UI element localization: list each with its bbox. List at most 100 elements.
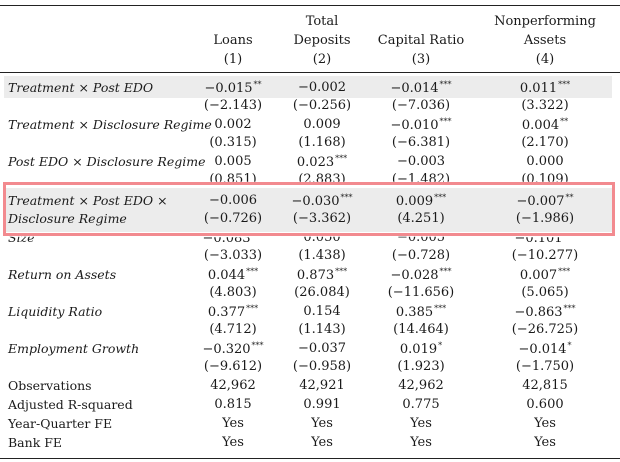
coefficient-cell: −0.014* <box>518 341 572 357</box>
footer-value: 42,962 <box>398 378 444 393</box>
significance-stars: *** <box>434 304 447 313</box>
coefficient-cell: −0.007** <box>516 193 574 209</box>
t-stat-cell: (1.923) <box>397 359 445 374</box>
row-label: Size <box>8 230 35 245</box>
column-header-line: Nonperforming <box>494 14 596 29</box>
t-stat-cell: (−7.036) <box>391 98 451 113</box>
column-header-line: Capital Ratio <box>377 33 465 48</box>
coefficient-cell: 0.007*** <box>519 267 571 283</box>
footer-value: Yes <box>222 435 244 450</box>
column-header-line: Deposits <box>293 33 351 48</box>
footer-value: 0.775 <box>402 397 440 412</box>
significance-stars: ** <box>565 193 574 202</box>
coefficient-cell: −0.006 <box>208 193 258 208</box>
t-stat-cell: (−2.143) <box>203 98 263 113</box>
t-stat-cell: (0.315) <box>209 135 257 150</box>
row-label: Employment Growth <box>8 341 140 356</box>
row-label: Treatment × Post EDO × <box>8 193 168 208</box>
row-shading <box>4 188 612 232</box>
t-stat-cell: (1.168) <box>298 135 346 150</box>
coefficient-cell: −0.863*** <box>514 304 576 320</box>
significance-stars: *** <box>340 193 353 202</box>
t-stat-cell: (4.251) <box>397 211 445 226</box>
coefficient-cell: 0.050 <box>303 230 341 245</box>
row-label: Liquidity Ratio <box>8 304 103 319</box>
footer-value: Yes <box>410 416 432 431</box>
row-label: Disclosure Regime <box>8 211 127 226</box>
coefficient-cell: −0.005 <box>396 230 446 245</box>
coefficient-cell: −0.320*** <box>202 341 264 357</box>
header-rule <box>0 72 620 73</box>
footer-value: 0.991 <box>303 397 341 412</box>
footer-value: Yes <box>534 416 556 431</box>
significance-stars: *** <box>335 267 348 276</box>
significance-stars: *** <box>439 267 452 276</box>
footer-value: Yes <box>222 416 244 431</box>
t-stat-cell: (−0.728) <box>391 248 451 263</box>
footer-value: Yes <box>311 435 333 450</box>
coefficient-cell: 0.023*** <box>296 154 348 170</box>
column-number: (3) <box>411 52 431 67</box>
coefficient-cell: 0.004** <box>521 117 569 133</box>
significance-stars: *** <box>558 267 571 276</box>
t-stat-cell: (5.065) <box>521 285 569 300</box>
footer-value: Yes <box>311 416 333 431</box>
coefficient-cell: −0.083*** <box>202 230 264 246</box>
significance-stars: *** <box>563 304 576 313</box>
coefficient-cell: 0.005 <box>214 154 252 169</box>
coefficient-cell: −0.010*** <box>390 117 452 133</box>
significance-stars: *** <box>246 267 259 276</box>
coefficient-cell: −0.003 <box>396 154 446 169</box>
t-stat-cell: (2.883) <box>298 172 346 187</box>
coefficient-cell: 0.019* <box>399 341 443 357</box>
row-shading <box>4 76 612 98</box>
significance-stars: * <box>567 341 572 350</box>
row-label: Treatment × Disclosure Regime <box>8 117 212 132</box>
t-stat-cell: (−6.381) <box>391 135 451 150</box>
coefficient-cell: 0.000 <box>526 154 564 169</box>
coefficient-cell: 0.385*** <box>395 304 447 320</box>
t-stat-cell: (−0.958) <box>292 359 352 374</box>
t-stat-cell: (26.084) <box>294 285 350 300</box>
footer-value: Yes <box>534 435 556 450</box>
t-stat-cell: (−9.612) <box>203 359 263 374</box>
coefficient-cell: 0.154 <box>303 304 341 319</box>
footer-value: 42,962 <box>210 378 256 393</box>
significance-stars: *** <box>246 304 259 313</box>
column-number: (2) <box>312 52 332 67</box>
t-stat-cell: (−1.986) <box>515 211 575 226</box>
coefficient-cell: 0.009*** <box>395 193 447 209</box>
t-stat-cell: (−26.725) <box>511 322 579 337</box>
column-header-line: Total <box>305 14 339 29</box>
highlight-box <box>3 182 615 236</box>
significance-stars: *** <box>563 230 576 239</box>
coefficient-cell: −0.030*** <box>291 193 353 209</box>
t-stat-cell: (−0.726) <box>203 211 263 226</box>
coefficient-cell: 0.873*** <box>296 267 348 283</box>
significance-stars: *** <box>439 80 452 89</box>
coefficient-cell: 0.009 <box>303 117 341 132</box>
t-stat-cell: (0.851) <box>209 172 257 187</box>
t-stat-cell: (4.803) <box>209 285 257 300</box>
coefficient-cell: −0.015** <box>204 80 262 96</box>
row-label: Treatment × Post EDO <box>8 80 154 95</box>
column-number: (1) <box>223 52 243 67</box>
significance-stars: ** <box>560 117 569 126</box>
significance-stars: *** <box>335 154 348 163</box>
column-header-line: Assets <box>523 33 567 48</box>
t-stat-cell: (−10.277) <box>511 248 579 263</box>
bottom-rule <box>0 458 620 459</box>
coefficient-cell: 0.002 <box>214 117 252 132</box>
top-rule <box>0 5 620 6</box>
footer-value: 42,815 <box>522 378 568 393</box>
row-label: Return on Assets <box>8 267 117 282</box>
t-stat-cell: (0.109) <box>521 172 569 187</box>
footer-label: Year-Quarter FE <box>8 416 113 431</box>
t-stat-cell: (−0.256) <box>292 98 352 113</box>
coefficient-cell: −0.028*** <box>390 267 452 283</box>
footer-label: Observations <box>8 378 92 393</box>
footer-value: 42,921 <box>299 378 345 393</box>
significance-stars: ** <box>253 80 262 89</box>
coefficient-cell: −0.002 <box>297 80 347 95</box>
footer-label: Adjusted R-squared <box>8 397 133 412</box>
